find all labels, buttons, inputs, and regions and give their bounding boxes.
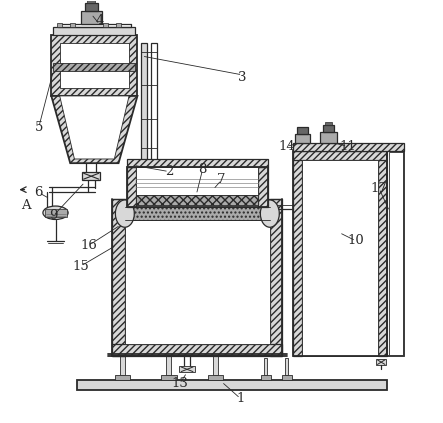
Ellipse shape [115, 200, 134, 227]
Bar [389, 152, 403, 355]
Bar [320, 132, 337, 143]
Text: 5: 5 [35, 121, 43, 134]
Ellipse shape [43, 206, 68, 220]
Text: 8: 8 [198, 163, 207, 176]
Bar [293, 151, 388, 357]
Bar [87, 0, 95, 3]
Bar [302, 160, 378, 357]
Text: 16: 16 [81, 239, 97, 252]
Bar [167, 356, 171, 375]
Bar [81, 11, 102, 24]
Bar [141, 44, 147, 174]
Bar [54, 63, 136, 71]
Bar [258, 168, 268, 207]
Bar [293, 151, 388, 160]
Polygon shape [60, 96, 129, 159]
Text: 9: 9 [49, 209, 58, 222]
Text: 7: 7 [217, 173, 226, 187]
Bar [112, 199, 125, 357]
Bar [54, 27, 136, 35]
Bar [45, 209, 67, 217]
Bar [264, 358, 267, 375]
Bar [127, 159, 268, 168]
Bar [293, 143, 404, 151]
Bar [112, 344, 283, 357]
Bar [282, 375, 291, 380]
Bar [152, 44, 157, 174]
Text: 14: 14 [278, 140, 295, 153]
Bar [136, 168, 258, 195]
Bar [179, 366, 194, 372]
Bar [213, 356, 218, 375]
Text: 17: 17 [371, 182, 388, 195]
Bar [260, 375, 271, 380]
Text: 13: 13 [171, 377, 188, 390]
Bar [51, 35, 137, 96]
Text: 4: 4 [95, 14, 104, 27]
Text: 11: 11 [339, 140, 356, 153]
Bar [115, 375, 130, 380]
Bar [285, 358, 288, 375]
Text: 10: 10 [348, 234, 364, 247]
Bar [70, 23, 75, 27]
Bar [85, 3, 97, 11]
Polygon shape [51, 96, 137, 163]
Ellipse shape [260, 200, 279, 227]
Bar [116, 23, 121, 27]
Bar [295, 134, 310, 143]
Bar [293, 151, 302, 357]
Text: 2: 2 [165, 165, 173, 178]
Bar [77, 379, 388, 390]
Bar [57, 23, 62, 27]
Bar [127, 168, 136, 207]
Text: 6: 6 [35, 186, 43, 199]
Text: 1: 1 [236, 392, 245, 405]
Bar [120, 356, 125, 375]
Bar [270, 199, 283, 357]
Bar [82, 173, 101, 180]
Bar [388, 151, 404, 357]
Text: 15: 15 [72, 260, 89, 273]
Text: A: A [21, 199, 31, 212]
Bar [103, 23, 109, 27]
Bar [208, 375, 223, 380]
Bar [125, 199, 270, 344]
Bar [325, 121, 332, 125]
Bar [376, 359, 386, 365]
Bar [136, 195, 258, 205]
Text: 3: 3 [238, 71, 247, 83]
Bar [297, 127, 307, 134]
Bar [378, 151, 388, 357]
Bar [323, 125, 334, 132]
Bar [161, 375, 177, 380]
Bar [125, 207, 270, 220]
Bar [127, 168, 268, 207]
Bar [60, 44, 129, 88]
